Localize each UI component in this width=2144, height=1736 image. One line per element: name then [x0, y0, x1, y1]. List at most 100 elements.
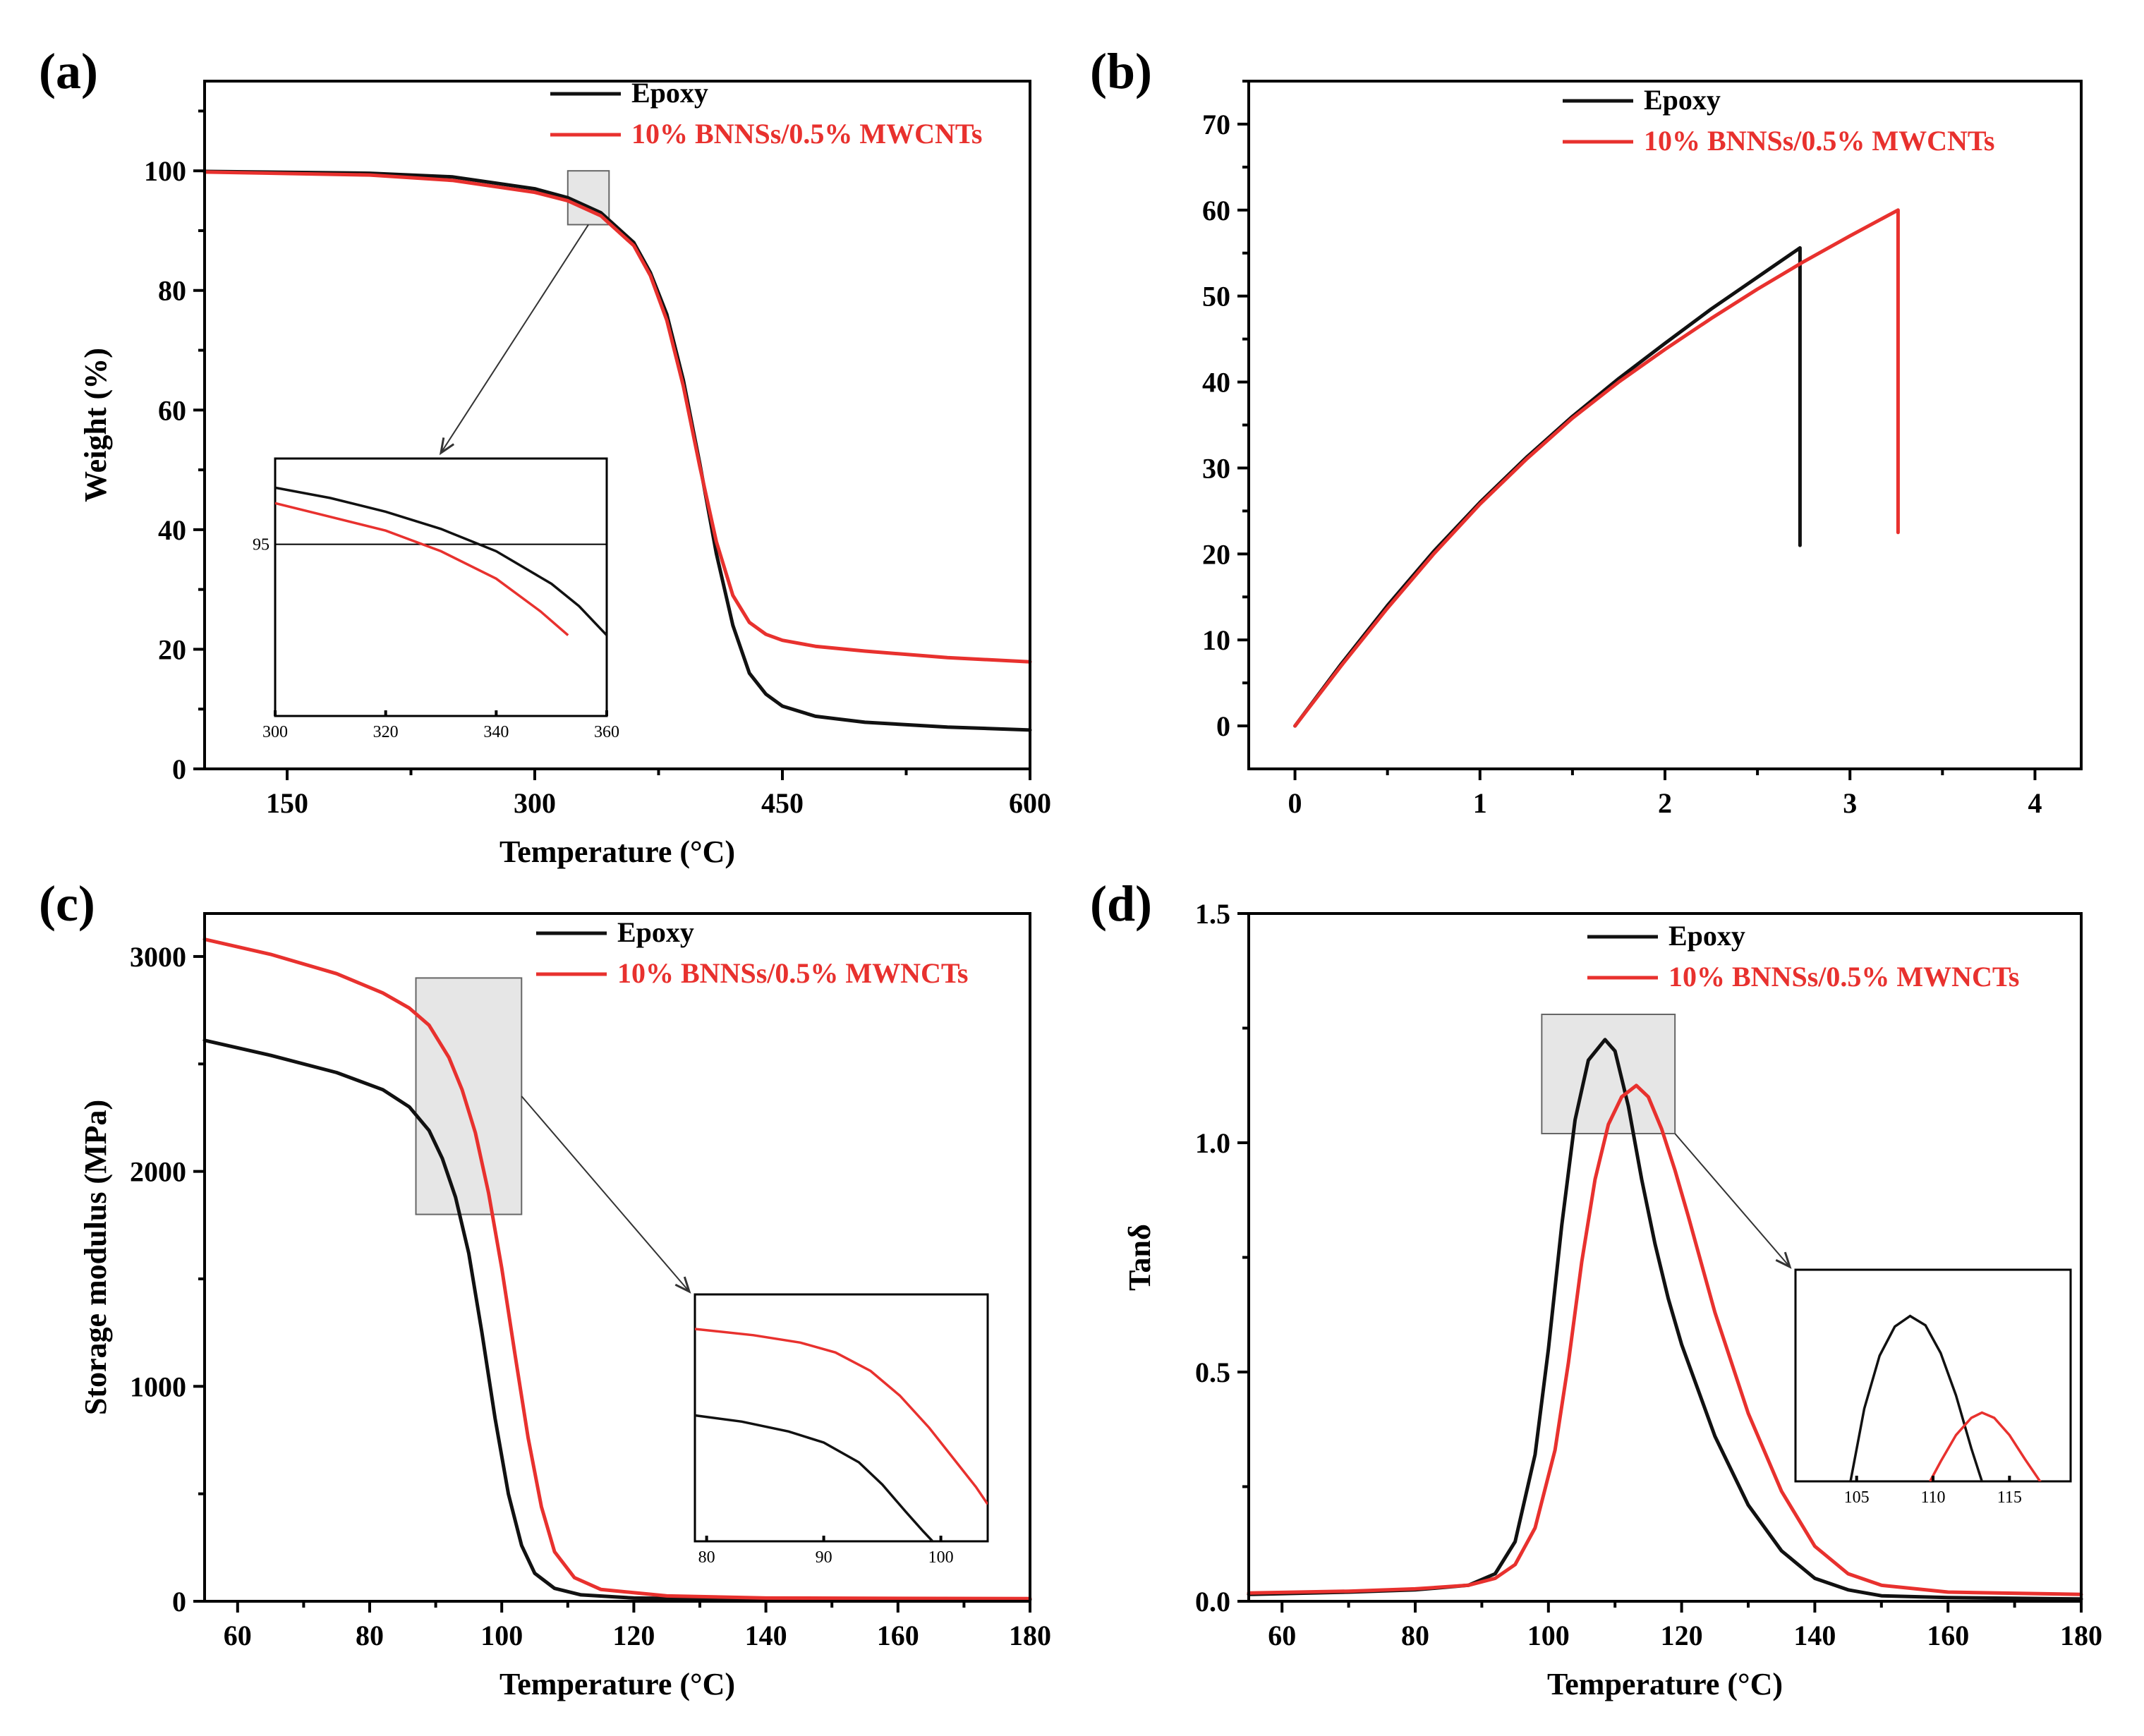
x-tick-label-d: 140	[1793, 1620, 1836, 1651]
y-tick-label-a: 80	[158, 275, 186, 307]
panel-label-c: (c)	[39, 875, 95, 932]
panel-a: (a) 150 300 450 600 0 20 40 60 80 100 Temperature (…	[39, 43, 1051, 869]
y-tick-label-b: 60	[1202, 195, 1230, 226]
x-tick-label-d: 120	[1661, 1620, 1703, 1651]
zoom-arrowhead-a	[439, 437, 455, 456]
y-tick-label-c: 0	[172, 1586, 186, 1617]
inset-x-tick-label-a: 360	[594, 723, 619, 741]
inset-a: 300 320 340 360 95	[253, 224, 619, 741]
zoom-arrow-d	[1674, 1133, 1791, 1268]
x-tick-label-c: 140	[745, 1620, 787, 1651]
inset-frame-c	[694, 1293, 989, 1543]
legend-label-b: 10% BNNSs/0.5% MWCNTs	[1644, 125, 1994, 157]
y-tick-label-a: 0	[172, 753, 186, 785]
y-tick-label-a: 40	[158, 514, 186, 546]
y-tick-label-b: 40	[1202, 367, 1230, 399]
plot-frame-b	[1247, 80, 2083, 770]
inset-frame-a	[274, 457, 608, 717]
zoom-arrow-c	[521, 1095, 690, 1292]
y-axis-title-a: Weight (%)	[78, 348, 113, 502]
y-tick-label-c: 2000	[130, 1156, 186, 1188]
x-tick-label-b: 1	[1473, 787, 1487, 819]
y-tick-label-d: 0.0	[1195, 1586, 1230, 1617]
panel-label-d: (d)	[1090, 875, 1152, 932]
panel-d: (d) 60 80 100 120 140 160 180 0.0 0.5 1.0 1.5 Temper…	[1090, 875, 2102, 1701]
x-tick-label-a: 600	[1009, 787, 1051, 819]
x-tick-label-d: 180	[2060, 1620, 2102, 1651]
zoom-box-d	[1541, 1014, 1676, 1134]
x-tick-label-d: 160	[1927, 1620, 1969, 1651]
y-tick-label-d: 0.5	[1195, 1356, 1230, 1388]
x-tick-label-b: 2	[1658, 787, 1672, 819]
y-tick-label-c: 1000	[130, 1371, 186, 1402]
legend-label-d: 10% BNNSs/0.5% MWNCTs	[1668, 961, 2019, 993]
zoom-arrow-a	[440, 224, 589, 454]
panel-label-b: (b)	[1090, 43, 1152, 99]
legend-label-a: 10% BNNSs/0.5% MWCNTs	[631, 118, 982, 150]
series-line-d-epoxy	[1247, 1038, 2083, 1601]
x-tick-label-d: 100	[1527, 1620, 1570, 1651]
y-tick-label-b: 10	[1202, 624, 1230, 656]
zoom-arrowhead-c	[674, 1276, 691, 1294]
x-tick-label-b: 4	[2028, 787, 2042, 819]
x-tick-label-c: 60	[224, 1620, 252, 1651]
y-tick-label-d: 1.0	[1195, 1127, 1230, 1159]
x-tick-label-d: 80	[1401, 1620, 1429, 1651]
y-tick-label-d: 1.5	[1195, 898, 1230, 930]
y-tick-label-a: 20	[158, 633, 186, 665]
series-line-b-composite	[1293, 208, 1900, 728]
inset-series-line-a	[275, 502, 569, 636]
series-line-b-epoxy	[1293, 245, 1802, 728]
inset-frame-d	[1794, 1268, 2072, 1483]
x-tick-label-b: 0	[1288, 787, 1302, 819]
x-axis-title-a: Temperature (°C)	[499, 834, 735, 869]
inset-x-tick-label-c: 80	[698, 1548, 715, 1567]
x-tick-label-c: 80	[356, 1620, 384, 1651]
legend-label-d: Epoxy	[1668, 920, 1745, 952]
y-tick-label-b: 0	[1216, 710, 1230, 742]
y-tick-label-a: 60	[158, 394, 186, 426]
inset-x-tick-label-a: 320	[373, 723, 399, 741]
y-tick-label-a: 100	[144, 155, 186, 187]
legend-label-a: Epoxy	[631, 77, 708, 109]
y-tick-label-c: 3000	[130, 941, 186, 973]
series-line-c-composite	[202, 937, 1032, 1601]
series-line-a-composite	[202, 170, 1032, 664]
inset-series-line-c	[695, 1414, 935, 1541]
inset-x-tick-label-a: 340	[483, 723, 509, 741]
panel-label-a: (a)	[39, 43, 98, 99]
inset-series-line-c	[695, 1328, 988, 1505]
inset-series-line-d	[1929, 1411, 2042, 1481]
y-axis-title-c: Storage modulus (MPa)	[78, 1100, 113, 1415]
inset-d: 105 110 115	[1674, 1133, 2072, 1507]
x-tick-label-c: 180	[1009, 1620, 1051, 1651]
inset-x-tick-label-d: 115	[1997, 1488, 2022, 1507]
x-tick-label-a: 450	[761, 787, 804, 819]
y-tick-label-b: 30	[1202, 452, 1230, 484]
inset-c: 80 90 100	[521, 1095, 989, 1567]
x-tick-label-c: 100	[480, 1620, 523, 1651]
inset-x-tick-label-d: 110	[1920, 1488, 1945, 1507]
legend-label-c: Epoxy	[617, 916, 694, 948]
series-line-d-composite	[1247, 1084, 2083, 1596]
x-axis-title-d: Temperature (°C)	[1547, 1667, 1783, 1701]
plot-frame-a	[203, 80, 1031, 770]
inset-x-tick-label-a: 300	[262, 723, 288, 741]
panel-c: (c) 60 80 100 120 140 160 180 0 1000 2000 3000 Tempe…	[39, 875, 1051, 1701]
x-tick-label-a: 300	[514, 787, 556, 819]
x-tick-label-b: 3	[1843, 787, 1857, 819]
legend-label-c: 10% BNNSs/0.5% MWNCTs	[617, 957, 968, 989]
x-tick-label-d: 60	[1268, 1620, 1296, 1651]
inset-series-line-d	[1849, 1314, 1983, 1481]
x-axis-title-c: Temperature (°C)	[499, 1667, 735, 1701]
inset-series-line-a	[275, 486, 607, 636]
x-tick-label-c: 120	[612, 1620, 655, 1651]
plot-frame-c	[203, 912, 1031, 1603]
y-tick-label-b: 70	[1202, 109, 1230, 140]
inset-y-tick-label-a: 95	[253, 536, 269, 554]
inset-x-tick-label-c: 90	[816, 1548, 832, 1567]
legend-label-b: Epoxy	[1644, 84, 1721, 116]
inset-x-tick-label-d: 105	[1844, 1488, 1870, 1507]
